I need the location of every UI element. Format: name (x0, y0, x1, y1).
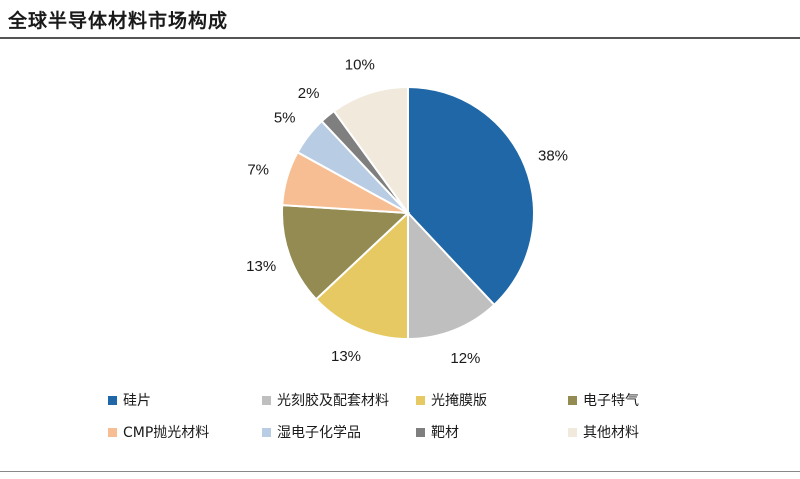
slice-data-label-0: 38% (538, 148, 568, 165)
slice-data-label-5: 5% (274, 109, 296, 126)
slice-data-label-3: 13% (246, 258, 276, 275)
pie-slice-0 (407, 85, 535, 307)
bottom-divider (0, 471, 800, 472)
slice-data-label-7: 10% (345, 57, 375, 74)
pie-slice-7 (332, 85, 409, 217)
slice-data-label-1: 12% (450, 350, 480, 367)
pie-slice-2 (314, 210, 409, 341)
slice-data-label-4: 7% (247, 162, 269, 179)
pie-slice-3 (281, 204, 411, 301)
slice-data-label-2: 13% (331, 348, 361, 365)
slice-data-label-6: 2% (298, 85, 320, 102)
page-title: 全球半导体材料市场构成 (8, 10, 229, 32)
pie-slice-1 (407, 210, 496, 341)
title-divider (0, 37, 800, 39)
